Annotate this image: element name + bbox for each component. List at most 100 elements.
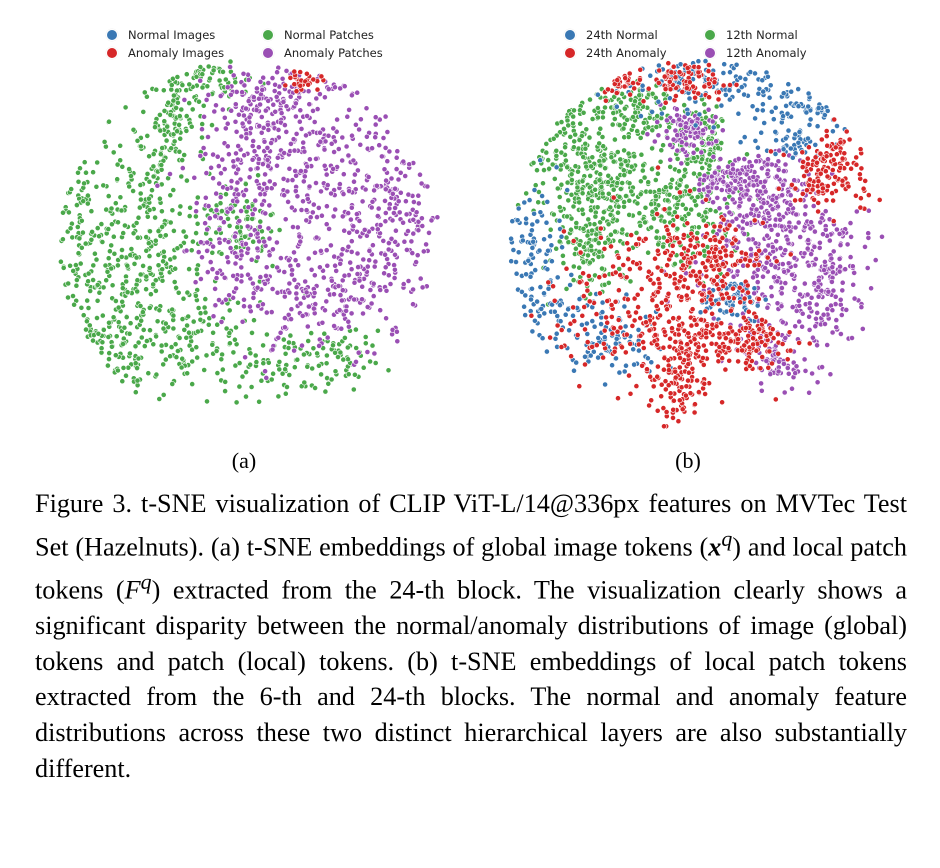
scatter-point	[80, 198, 87, 204]
scatter-point	[263, 272, 269, 279]
scatter-point	[617, 186, 624, 192]
scatter-point	[573, 245, 579, 252]
scatter-point	[391, 262, 397, 268]
scatter-point	[233, 150, 239, 157]
scatter-point	[226, 307, 233, 314]
scatter-point	[859, 325, 866, 332]
scatter-point	[838, 312, 845, 318]
scatter-point	[90, 337, 96, 344]
scatter-point	[582, 361, 588, 368]
scatter-point	[811, 261, 818, 268]
scatter-point	[201, 113, 207, 120]
scatter-point	[832, 144, 839, 151]
scatter-point	[531, 210, 537, 217]
scatter-point	[654, 407, 661, 414]
scatter-point	[797, 291, 803, 298]
scatter-point	[300, 178, 307, 185]
scatter-point	[119, 298, 126, 305]
scatter-point	[670, 63, 677, 70]
scatter-point	[585, 216, 592, 223]
scatter-point	[638, 286, 645, 292]
scatter-point	[594, 204, 601, 211]
scatter-point	[313, 155, 319, 162]
scatter-point	[292, 257, 299, 264]
scatter-point	[574, 332, 581, 338]
scatter-point	[608, 243, 614, 250]
scatter-point	[65, 280, 72, 287]
scatter-point	[275, 127, 282, 133]
scatter-point	[618, 99, 624, 106]
scatter-point	[694, 230, 701, 236]
scatter-point	[94, 281, 101, 288]
scatter-point	[508, 258, 515, 265]
scatter-point	[812, 323, 819, 330]
scatter-point	[274, 69, 280, 76]
scatter-point	[377, 307, 384, 314]
scatter-point	[787, 251, 794, 258]
scatter-point	[706, 94, 712, 101]
scatter-point	[774, 300, 781, 307]
scatter-point	[223, 191, 229, 198]
scatter-point	[611, 116, 618, 122]
scatter-point	[646, 327, 653, 334]
scatter-point	[209, 122, 215, 128]
scatter-point	[119, 247, 125, 253]
scatter-point	[250, 138, 257, 144]
scatter-point	[347, 259, 354, 266]
scatter-point	[611, 94, 618, 100]
scatter-point	[766, 94, 773, 101]
scatter-point	[225, 215, 231, 222]
scatter-point	[772, 129, 779, 135]
scatter-point	[262, 368, 268, 375]
scatter-point	[213, 190, 220, 197]
scatter-point	[162, 356, 169, 363]
scatter-point	[570, 263, 577, 270]
scatter-point	[284, 188, 291, 195]
scatter-point	[744, 262, 751, 269]
scatter-point	[587, 259, 593, 266]
scatter-point	[274, 289, 281, 296]
scatter-point	[768, 226, 775, 233]
scatter-point	[205, 92, 212, 98]
scatter-point	[293, 290, 300, 297]
scatter-point	[619, 226, 626, 233]
scatter-point	[230, 349, 237, 356]
scatter-point	[272, 81, 278, 88]
scatter-point	[373, 182, 380, 189]
scatter-point	[197, 276, 204, 282]
scatter-point	[806, 305, 813, 312]
scatter-point	[801, 173, 807, 179]
scatter-point	[88, 208, 95, 215]
scatter-point	[328, 277, 335, 284]
scatter-point	[528, 251, 535, 258]
scatter-point	[648, 359, 655, 366]
scatter-point	[247, 166, 254, 173]
scatter-point	[752, 138, 759, 144]
scatter-point	[286, 280, 293, 287]
scatter-point	[209, 266, 216, 273]
scatter-point	[90, 169, 96, 176]
scatter-point	[705, 106, 712, 113]
scatter-point	[152, 214, 158, 221]
scatter-point	[102, 262, 109, 269]
scatter-point	[691, 197, 698, 204]
scatter-point	[410, 301, 416, 308]
scatter-point	[595, 253, 602, 260]
scatter-point	[150, 163, 157, 170]
scatter-point	[726, 222, 733, 229]
scatter-point	[325, 86, 332, 92]
scatter-point	[249, 143, 256, 149]
scatter-point	[256, 238, 262, 245]
scatter-point	[724, 204, 730, 211]
scatter-point	[359, 296, 365, 303]
scatter-point	[795, 103, 802, 110]
scatter-point	[550, 211, 557, 218]
scatter-point	[291, 364, 298, 371]
scatter-point	[521, 303, 527, 310]
scatter-point	[808, 219, 814, 226]
scatter-point	[281, 192, 287, 199]
scatter-point	[695, 224, 702, 231]
scatter-point	[626, 372, 632, 379]
scatter-point	[735, 87, 742, 94]
scatter-point	[571, 138, 578, 145]
